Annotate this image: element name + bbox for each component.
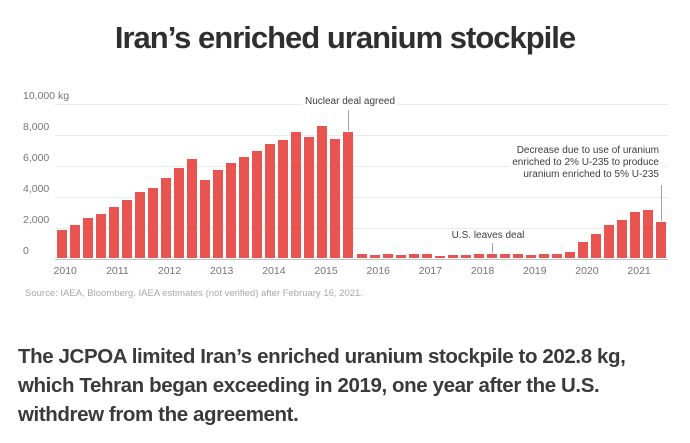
y-tick-label: 2,000 <box>23 214 50 226</box>
bar <box>330 139 341 258</box>
bar <box>369 255 380 258</box>
leader-line-us-leaves-deal <box>492 243 493 253</box>
bar <box>56 230 67 258</box>
x-tick-label: 2011 <box>106 265 129 277</box>
bar <box>82 218 93 258</box>
bar <box>226 163 237 258</box>
bar <box>395 255 406 258</box>
x-tick-label: 2018 <box>470 265 495 277</box>
bar <box>382 254 393 258</box>
bar <box>434 256 445 258</box>
bar <box>95 214 106 258</box>
x-tick-label: 2016 <box>366 265 390 277</box>
y-tick-label: 8,000 <box>23 121 50 133</box>
y-tick-label: 10,000 kg <box>23 90 70 102</box>
x-tick-label: 2014 <box>262 265 286 277</box>
bar <box>213 170 224 258</box>
bar <box>69 225 80 258</box>
bar <box>291 132 302 258</box>
bar <box>199 180 210 258</box>
bar <box>604 225 615 258</box>
bar <box>447 255 458 258</box>
leader-line-stockpile-decrease <box>661 185 662 221</box>
bar <box>186 159 197 258</box>
x-tick-label: 2017 <box>418 265 443 277</box>
x-tick-label: 2020 <box>575 265 599 277</box>
grid-line <box>55 166 668 167</box>
bar <box>421 254 432 258</box>
bar <box>499 254 510 258</box>
bar <box>108 207 119 258</box>
grid-line <box>55 135 668 136</box>
bar <box>552 254 563 258</box>
source-note: Source: IAEA, Bloomberg. IAEA estimates … <box>25 288 363 299</box>
y-tick-label: 6,000 <box>23 152 50 164</box>
plot-area <box>55 104 668 260</box>
bar <box>513 254 523 258</box>
bar <box>591 234 602 258</box>
x-tick-label: 2013 <box>210 265 234 277</box>
bar <box>408 254 419 258</box>
bar <box>173 168 184 258</box>
chart-title: Iran’s enriched uranium stockpile <box>114 20 576 55</box>
y-tick-label: 4,000 <box>23 183 50 195</box>
bar <box>643 210 654 258</box>
bar <box>265 144 276 258</box>
bar <box>473 254 484 258</box>
annotation-us-leaves-deal: U.S. leaves deal <box>449 230 527 242</box>
x-tick-label: 2015 <box>314 265 338 277</box>
bar <box>239 157 250 258</box>
annotation-nuclear-deal: Nuclear deal agreed <box>302 96 398 108</box>
annotation-stockpile-decrease: Decrease due to use of uranium enriched … <box>510 145 661 181</box>
bar <box>160 178 171 258</box>
bar <box>252 151 263 258</box>
bar <box>486 254 497 258</box>
bar <box>656 222 667 258</box>
bar <box>539 254 550 258</box>
x-tick-label: 2019 <box>523 265 547 277</box>
bar <box>278 140 289 258</box>
x-axis-baseline <box>55 259 668 260</box>
y-tick-label: 0 <box>23 245 29 257</box>
grid-line <box>55 228 668 229</box>
caption-text: The JCPOA limited Iran’s enriched uraniu… <box>18 345 626 427</box>
bar <box>147 188 158 258</box>
grid-line <box>55 197 668 198</box>
x-tick-label: 2012 <box>157 265 182 277</box>
bar <box>134 192 145 258</box>
bar <box>343 132 354 258</box>
bar <box>578 242 589 258</box>
bar <box>565 252 576 258</box>
bar <box>304 137 315 258</box>
leader-line-nuclear-deal <box>348 110 349 131</box>
x-tick-label: 2021 <box>627 265 651 277</box>
bar <box>121 200 132 258</box>
bar <box>317 126 328 258</box>
bar <box>526 255 537 258</box>
bar <box>356 254 367 258</box>
bar <box>630 212 641 258</box>
bar <box>617 220 628 258</box>
bar <box>460 255 471 258</box>
x-tick-label: 2010 <box>53 265 77 277</box>
